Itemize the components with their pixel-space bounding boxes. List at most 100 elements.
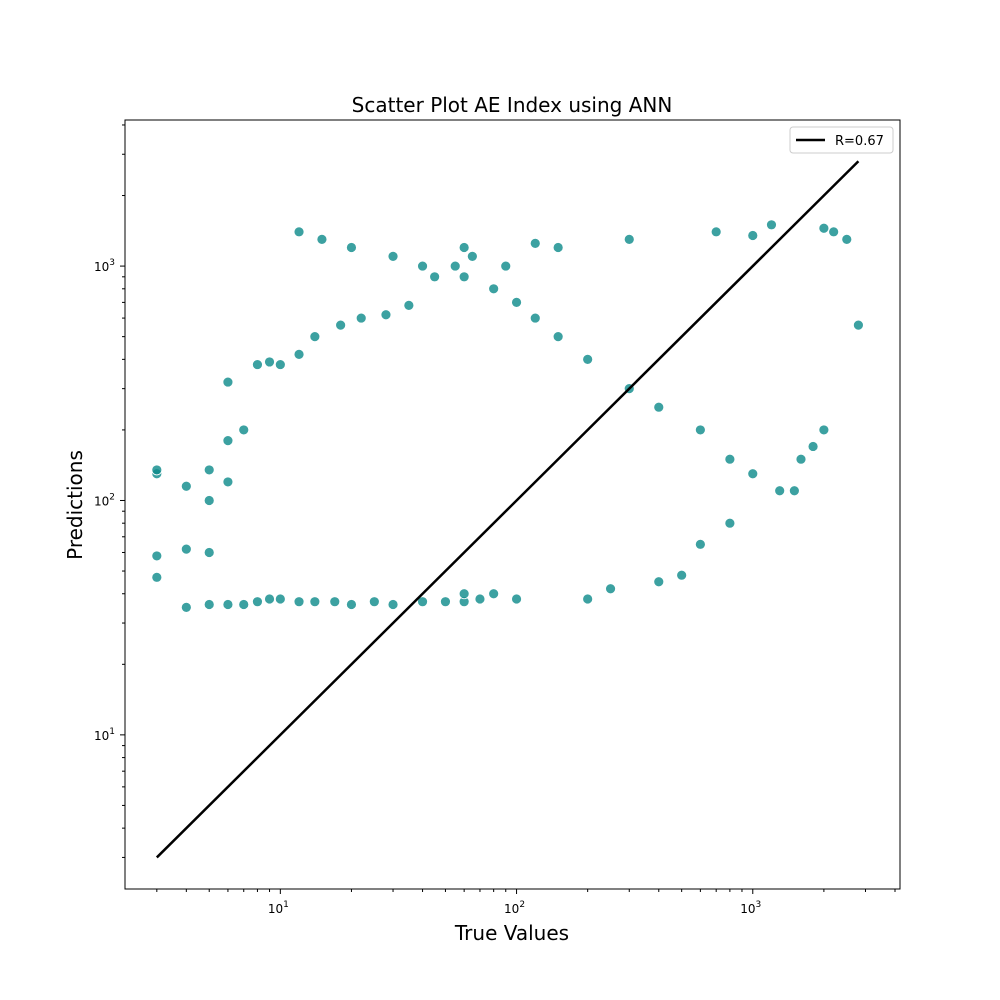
scatter-point — [203, 464, 215, 476]
scatter-point — [222, 599, 234, 610]
scatter-point — [582, 353, 594, 365]
scatter-point — [807, 441, 819, 452]
scatter-point — [238, 424, 250, 436]
scatter-point — [747, 468, 759, 480]
scatter-point — [818, 424, 830, 436]
scatter-point — [417, 260, 428, 272]
y-tick-label: 103 — [94, 258, 115, 274]
scatter-point — [380, 309, 392, 321]
scatter-point — [676, 569, 688, 581]
scatter-point — [151, 550, 163, 562]
scatter-point — [766, 219, 777, 231]
y-axis-label: Predictions — [63, 450, 87, 560]
scatter-point — [694, 424, 706, 436]
scatter-point — [309, 596, 321, 608]
scatter-point — [346, 599, 357, 610]
scatter-point — [474, 593, 486, 605]
y-tick-label: 101 — [94, 727, 115, 743]
scatter-point — [828, 226, 840, 238]
legend: R=0.67 — [789, 126, 894, 154]
scatter-point — [653, 401, 665, 413]
scatter-point — [466, 250, 478, 262]
scatter-point — [724, 453, 736, 465]
scatter-point — [552, 331, 564, 343]
scatter-point — [853, 319, 864, 331]
scatter-point — [552, 242, 564, 253]
scatter-point — [440, 596, 451, 608]
scatter-point — [387, 250, 399, 262]
scatter-point — [335, 319, 347, 331]
scatter-point — [417, 596, 428, 608]
legend-label: R=0.67 — [835, 134, 884, 149]
scatter-point — [264, 356, 275, 368]
scatter-point — [274, 593, 286, 605]
scatter-point — [151, 571, 163, 583]
scatter-point — [605, 583, 616, 595]
scatter-point — [329, 596, 341, 608]
x-axis-label: True Values — [454, 921, 569, 945]
y-tick-label: 102 — [94, 492, 115, 508]
scatter-point — [488, 283, 500, 295]
scatter-point — [293, 348, 305, 360]
scatter-point — [458, 588, 470, 600]
scatter-point — [458, 271, 470, 283]
scatter-point — [346, 242, 357, 253]
plot-frame — [124, 119, 901, 890]
scatter-point — [180, 543, 192, 555]
scatter-point — [293, 226, 305, 238]
scatter-points — [151, 219, 864, 613]
legend-box — [789, 126, 894, 154]
scatter-point — [387, 599, 399, 610]
scatter-point — [774, 485, 786, 497]
scatter-point — [180, 601, 192, 613]
scatter-point — [316, 233, 328, 245]
scatter-point — [274, 359, 286, 370]
fit-line-layer — [155, 160, 860, 859]
scatter-point — [449, 260, 461, 272]
scatter-point — [368, 596, 380, 608]
scatter-point — [222, 435, 234, 447]
x-tick-label: 103 — [740, 900, 761, 916]
scatter-point — [795, 453, 807, 465]
scatter-point — [429, 271, 441, 283]
scatter-point — [238, 599, 250, 610]
scatter-point — [747, 230, 759, 241]
chart-title: Scatter Plot AE Index using ANN — [352, 93, 673, 117]
scatter-point — [529, 237, 541, 249]
axis-ticks: 101 102 103 101 102 103 — [94, 124, 896, 916]
scatter-point — [252, 596, 263, 608]
scatter-point — [203, 599, 215, 610]
scatter-point — [724, 517, 736, 529]
scatter-point — [582, 593, 594, 605]
scatter-point — [694, 538, 706, 550]
scatter-point — [222, 476, 234, 488]
scatter-point — [488, 588, 500, 600]
scatter-point — [511, 296, 522, 308]
scatter-point — [222, 376, 234, 388]
x-tick-label: 102 — [504, 900, 525, 916]
scatter-point — [151, 464, 163, 476]
scatter-point — [309, 331, 321, 343]
scatter-point — [203, 495, 215, 506]
scatter-point — [252, 359, 263, 370]
scatter-point — [264, 593, 275, 605]
scatter-point — [293, 596, 305, 608]
scatter-point — [203, 547, 215, 558]
scatter-point — [458, 242, 470, 253]
scatter-point — [180, 480, 192, 492]
scatter-point — [403, 299, 415, 311]
scatter-point — [818, 222, 830, 234]
scatter-point — [841, 233, 853, 245]
scatter-point — [653, 576, 665, 588]
x-tick-label: 101 — [268, 900, 289, 916]
scatter-point — [500, 260, 512, 272]
scatter-point — [623, 233, 635, 245]
scatter-point — [355, 312, 367, 324]
scatter-point — [788, 485, 800, 497]
scatter-point — [511, 593, 522, 605]
scatter-point — [529, 312, 541, 324]
scatter-point — [710, 226, 722, 238]
fit-line — [155, 160, 860, 859]
